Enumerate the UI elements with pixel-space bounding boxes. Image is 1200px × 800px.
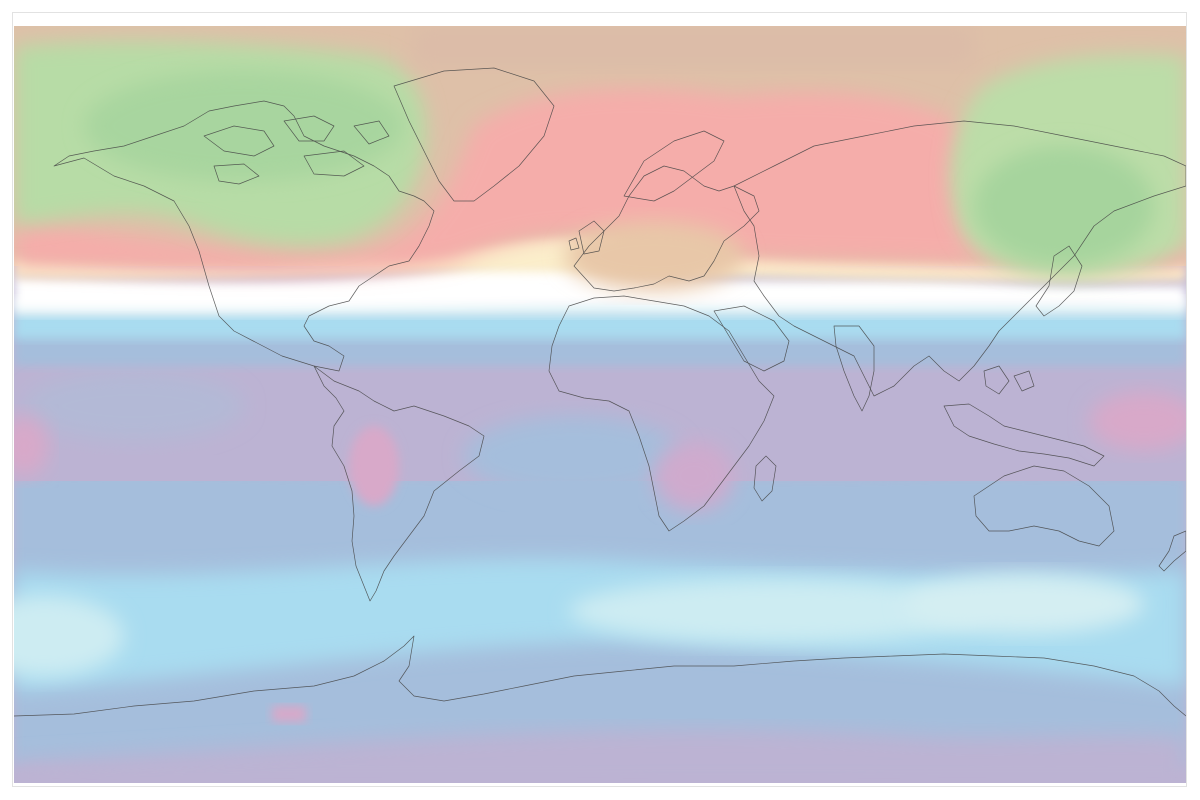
green-core-north-america xyxy=(84,71,404,181)
contour-field xyxy=(14,26,1186,783)
coastline-north-america xyxy=(53,100,435,372)
pink-patch-africa xyxy=(654,441,734,511)
world-contour-map[interactable] xyxy=(14,26,1186,783)
pale-cyan-patch-2 xyxy=(904,574,1144,634)
coastline-greenland xyxy=(393,67,555,202)
salmon-band xyxy=(14,88,1186,273)
pale-cyan-patch-3 xyxy=(14,596,124,676)
antarctic-violet-band xyxy=(14,729,1186,783)
tropical-bluegrey-east-pacific xyxy=(24,371,244,441)
coastline-japan xyxy=(1035,245,1083,317)
pink-patch-east-pacific xyxy=(14,416,49,476)
coastline-scandinavia xyxy=(623,130,725,202)
coastline-arabia xyxy=(713,305,790,372)
coastline-arctic-islands xyxy=(203,115,390,185)
pink-patch-south-america xyxy=(349,426,399,506)
tropical-bluegrey-atlantic xyxy=(464,416,684,496)
coastline-asia xyxy=(733,120,1186,397)
coastline-africa xyxy=(548,295,775,532)
coastlines xyxy=(14,67,1186,717)
coastline-south-america xyxy=(313,365,485,602)
coastline-southeast-asia xyxy=(943,365,1105,467)
coastline-british-isles xyxy=(568,220,605,255)
tan-patch-mediterranean xyxy=(564,221,744,291)
pale-cyan-patch-1 xyxy=(569,579,989,643)
coastline-new-zealand xyxy=(1158,530,1186,572)
white-band xyxy=(14,261,1186,311)
coastline-madagascar xyxy=(753,455,777,502)
coastline-europe xyxy=(573,165,760,292)
coastline-antarctica xyxy=(14,635,1186,717)
green-core-siberia xyxy=(974,146,1154,266)
coastline-australia xyxy=(973,465,1115,547)
antarctic-pink-patch xyxy=(272,706,306,722)
pink-patch-west-pacific xyxy=(1089,391,1186,451)
arctic-tan-strip xyxy=(414,26,974,66)
coastline-india xyxy=(833,325,875,412)
